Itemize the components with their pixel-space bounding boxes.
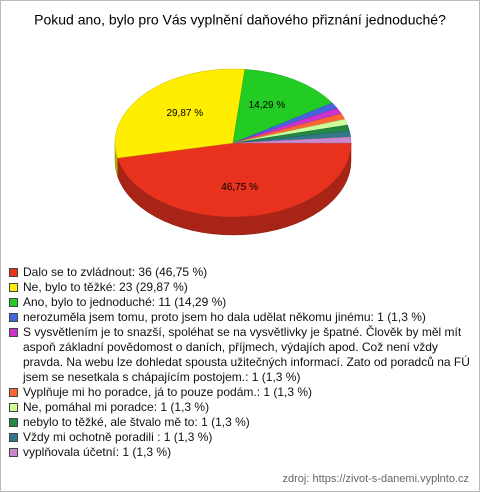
legend-item: vyplňovala účetní: 1 (1,3 %) <box>9 445 471 460</box>
data-label: 29,87 % <box>166 108 203 119</box>
legend-label: Dalo se to zvládnout: 36 (46,75 %) <box>23 265 208 279</box>
legend-label: Ne, pomáhal mi poradce: 1 (1,3 %) <box>23 400 210 414</box>
legend-swatch <box>9 313 18 322</box>
legend-label: Ne, bylo to těžké: 23 (29,87 %) <box>23 280 188 294</box>
slice <box>232 136 352 144</box>
pie-area: Pokud ano, bylo pro Vás vyplnění daňovéh… <box>34 12 446 236</box>
legend-label: Vždy mi ochotně poradili : 1 (1,3 %) <box>23 430 213 444</box>
legend-label: vyplňovala účetní: 1 (1,3 %) <box>23 445 172 459</box>
slice <box>114 68 246 159</box>
legend-swatch <box>9 298 18 307</box>
legend-swatch <box>9 403 18 412</box>
legend-swatch <box>9 448 18 457</box>
legend-item: nerozuměla jsem tomu, proto jsem ho dala… <box>9 310 471 325</box>
data-label: 14,29 % <box>249 100 286 111</box>
legend: Dalo se to zvládnout: 36 (46,75 %) Ne, by… <box>9 265 471 460</box>
legend-swatch <box>9 283 18 292</box>
legend-swatch <box>9 418 18 427</box>
legend-item: nebylo to těžké, ale štvalo mě to: 1 (1,… <box>9 415 471 430</box>
legend-label: Ano, bylo to jednoduché: 11 (14,29 %) <box>23 295 227 309</box>
legend-label: S vysvětlením je to snazší, spoléhat se … <box>23 325 470 384</box>
legend-swatch <box>9 268 18 277</box>
source: zdroj: https://zivot-s-danemi.vyplnto.cz <box>282 473 469 485</box>
legend-item: Vždy mi ochotně poradili : 1 (1,3 %) <box>9 430 471 445</box>
legend-swatch <box>9 388 18 397</box>
legend-label: Vyplňuje mi ho poradce, já to pouze podá… <box>23 385 313 399</box>
legend-label: nebylo to těžké, ale štvalo mě to: 1 (1,… <box>23 415 250 429</box>
legend-swatch <box>9 328 18 337</box>
slice <box>232 69 333 144</box>
data-label: 46,75 % <box>221 182 258 193</box>
legend-item: Dalo se to zvládnout: 36 (46,75 %) <box>9 265 471 280</box>
legend-item: Ne, bylo to těžké: 23 (29,87 %) <box>9 280 471 295</box>
legend-item: Vyplňuje mi ho poradce, já to pouze podá… <box>9 385 471 400</box>
legend-item: Ne, pomáhal mi poradce: 1 (1,3 %) <box>9 400 471 415</box>
legend-label: nerozuměla jsem tomu, proto jsem ho dala… <box>23 310 426 324</box>
legend-item: S vysvětlením je to snazší, spoléhat se … <box>9 325 471 385</box>
slice <box>117 142 352 218</box>
chart-title: Pokud ano, bylo pro Vás vyplnění daňovéh… <box>34 12 446 28</box>
legend-swatch <box>9 433 18 442</box>
legend-item: Ano, bylo to jednoduché: 11 (14,29 %) <box>9 295 471 310</box>
